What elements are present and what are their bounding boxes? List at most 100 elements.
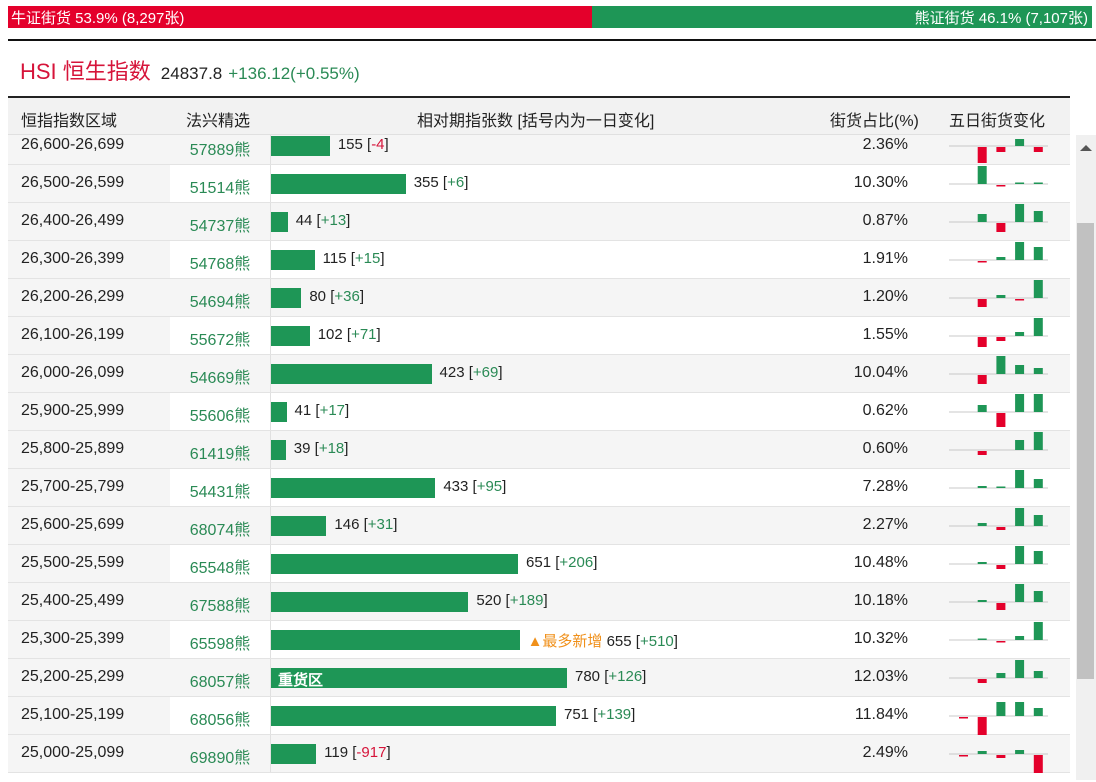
sparkline-bar	[959, 755, 968, 757]
five-day-sparkline	[949, 394, 1048, 427]
sparkline-bar	[1015, 332, 1025, 336]
five-day-sparkline	[949, 432, 1048, 455]
five-day-sparkline	[949, 750, 1048, 773]
index-range: 25,400-25,499	[21, 592, 125, 609]
contracts-count: 115	[322, 250, 347, 267]
range-cell	[8, 583, 170, 620]
sparkline-bar	[1033, 671, 1043, 678]
daily-change: +206	[559, 554, 594, 571]
column-divider	[270, 697, 271, 734]
warrant-code-link[interactable]: 54768熊	[189, 256, 251, 273]
column-divider	[270, 355, 271, 392]
share-pct: 0.60%	[862, 440, 908, 457]
contracts-value: 433 [+95]	[443, 478, 507, 495]
range-cell	[8, 621, 170, 658]
contracts-bar	[271, 630, 520, 650]
sparkline-bar	[996, 185, 1006, 187]
table-row: 26,400-26,499 54737熊 44 [+13] 0.87%	[8, 203, 1070, 241]
warrant-code-link[interactable]: 68074熊	[189, 522, 251, 539]
warrant-code-link[interactable]: 54737熊	[189, 218, 251, 235]
sparkline-bar	[1033, 479, 1043, 488]
scroll-up-arrow-icon[interactable]	[1080, 145, 1092, 151]
sparkline-bar	[996, 527, 1006, 530]
warrant-code-link[interactable]: 55606熊	[189, 408, 251, 425]
share-pct: 10.04%	[853, 364, 908, 381]
daily-change: +126	[608, 668, 643, 685]
contracts-bar	[271, 250, 315, 270]
sparkline-bar	[1033, 211, 1043, 222]
header-five-day: 五日街货变化	[949, 113, 1046, 130]
contracts-bar	[271, 478, 436, 498]
range-cell	[8, 545, 170, 582]
warrant-code-link[interactable]: 65548熊	[189, 560, 251, 577]
table-row: 25,200-25,299 68057熊 重货区 780 [+126] 12.0…	[8, 659, 1070, 697]
contracts-bar	[271, 554, 519, 574]
sparkline-bar	[1033, 591, 1043, 602]
five-day-sparkline	[949, 508, 1048, 530]
contracts-count: 433	[443, 478, 469, 495]
daily-change: +139	[597, 706, 632, 723]
sparkline-bar	[977, 147, 987, 163]
index-range: 26,000-26,099	[21, 364, 125, 381]
header-code: 法兴精选	[186, 113, 251, 130]
table-row: 25,900-25,999 55606熊 41 [+17] 0.62%	[8, 393, 1070, 431]
column-divider	[270, 241, 271, 278]
warrant-code-link[interactable]: 61419熊	[189, 446, 251, 463]
sparkline-bar	[1033, 622, 1043, 640]
five-day-sparkline	[949, 242, 1048, 263]
warrant-code-link[interactable]: 55672熊	[189, 332, 251, 349]
five-day-sparkline	[949, 280, 1048, 307]
contracts-count: 651	[526, 554, 552, 571]
warrant-code-link[interactable]: 67588熊	[189, 598, 251, 615]
sparkline-bar	[1033, 708, 1043, 716]
sparkline-bar	[996, 223, 1006, 232]
sparkline-bar	[977, 261, 987, 263]
warrant-code-link[interactable]: 54431熊	[189, 484, 251, 501]
warrant-code-link[interactable]: 51514熊	[189, 180, 251, 197]
contracts-bar	[271, 516, 327, 536]
scrollbar[interactable]	[1076, 135, 1096, 780]
contracts-count: 146	[334, 516, 360, 533]
range-cell	[8, 659, 170, 696]
table-row: 25,000-25,099 69890熊 119 [-917] 2.49%	[8, 735, 1070, 773]
share-pct: 0.87%	[862, 212, 908, 229]
sparkline-bar	[1015, 636, 1025, 640]
sparkline-bar	[996, 565, 1006, 569]
sparkline-bar	[1033, 515, 1043, 526]
warrant-code-link[interactable]: 69890熊	[189, 750, 251, 767]
sparkline-bar	[1033, 147, 1043, 152]
scrollbar-thumb[interactable]	[1077, 223, 1094, 679]
five-day-sparkline	[949, 702, 1048, 735]
warrant-code-link[interactable]: 54669熊	[189, 370, 251, 387]
contracts-value: 102 [+71]	[317, 326, 381, 343]
sparkline-bar	[959, 717, 968, 719]
warrant-code-link[interactable]: 68056熊	[189, 712, 251, 729]
column-divider	[270, 431, 271, 468]
contracts-bar	[271, 592, 469, 612]
warrant-code-link[interactable]: 65598熊	[189, 636, 251, 653]
index-range: 25,200-25,299	[21, 668, 125, 685]
warrant-code-link[interactable]: 57889熊	[189, 142, 251, 159]
sparkline-bar	[977, 562, 987, 564]
sparkline-bar	[1033, 755, 1043, 773]
daily-change: +17	[319, 402, 346, 419]
contracts-count: 41	[294, 402, 312, 419]
share-pct: 2.27%	[862, 516, 908, 533]
warrant-code-link[interactable]: 54694熊	[189, 294, 251, 311]
table-row: 25,600-25,699 68074熊 146 [+31] 2.27%	[8, 507, 1070, 545]
warrant-code-link[interactable]: 68057熊	[189, 674, 251, 691]
share-pct: 11.84%	[854, 706, 908, 723]
contracts-count: 751	[563, 706, 590, 723]
index-header: HSI 恒生指数 24837.8 +136.12(+0.55%)	[20, 54, 360, 86]
sparkline-bar	[977, 375, 987, 384]
index-range: 26,400-26,499	[21, 212, 125, 229]
share-pct: 1.20%	[862, 288, 908, 305]
sparkline-bar	[1033, 368, 1043, 374]
contracts-value: 780 [+126]	[575, 668, 647, 685]
share-pct: 10.30%	[853, 174, 908, 191]
sparkline-bar	[996, 702, 1006, 716]
index-range: 25,000-25,099	[21, 744, 125, 761]
column-divider	[270, 659, 271, 696]
contracts-count: 102	[317, 326, 343, 343]
index-name[interactable]: HSI 恒生指数	[20, 59, 151, 84]
